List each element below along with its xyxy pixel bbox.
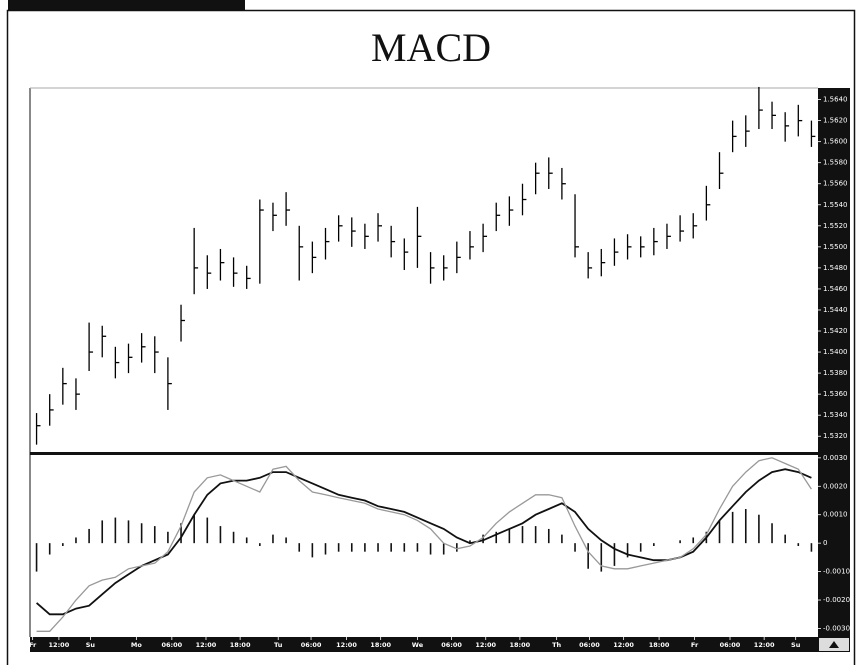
y-tick-label: 0.0020 [823,482,848,490]
x-tick-label: 12:00 [475,641,496,649]
y-tick-label: 0.0010 [823,511,848,519]
x-tick-label: 18:00 [649,641,670,649]
macd-line [36,468,812,616]
frame [6,9,856,665]
y-tick-label: 1.5480 [823,264,848,272]
y-tick-label: 1.5420 [823,327,848,335]
x-tick-label: Th [552,641,561,649]
x-tick-label: 18:00 [370,641,391,649]
x-tick-label: 12:00 [196,641,217,649]
x-tick-label: Tu [274,641,283,649]
y-tick-label: -0.0030 [823,624,850,632]
y-tick-label: 1.5620 [823,117,848,125]
x-tick-label: Su [791,641,801,649]
x-tick-label: 12:00 [613,641,634,649]
y-tick-label: -0.0010 [823,568,850,576]
x-tick-label: Fr [29,641,37,649]
y-tick-label: 0.0030 [823,454,848,462]
x-tick-label: 06:00 [579,641,600,649]
x-tick-label: 06:00 [161,641,182,649]
x-tick-label: Su [86,641,96,649]
y-tick-label: 1.5560 [823,180,848,188]
y-tick-label: 1.5540 [823,201,848,209]
y-tick-label: 1.5460 [823,285,848,293]
y-tick-label: 1.5320 [823,432,848,440]
x-tick-label: 06:00 [441,641,462,649]
y-tick-label: 1.5400 [823,348,848,356]
macd-line [36,457,812,632]
y-tick-label: 1.5360 [823,390,848,398]
y-tick-label: -0.0020 [823,596,850,604]
x-tick-label: 12:00 [754,641,775,649]
x-tick-label: 18:00 [510,641,531,649]
right-axis-strip [818,88,850,637]
x-tick-label: We [412,641,424,649]
y-tick-label: 1.5600 [823,138,848,146]
banner [8,0,245,10]
y-tick-label: 1.5440 [823,306,848,314]
x-tick-label: 06:00 [720,641,741,649]
scroll-icon [829,641,839,648]
x-tick-label: 12:00 [336,641,357,649]
x-tick-label: Mo [131,641,142,649]
y-tick-label: 1.5340 [823,411,848,419]
x-tick-label: 18:00 [230,641,251,649]
y-tick-label: 1.5640 [823,96,848,104]
y-tick-label: 1.5580 [823,159,848,167]
chart-title: MACD [371,25,491,70]
x-tick-label: Fr [691,641,699,649]
y-tick-label: 1.5520 [823,222,848,230]
x-tick-label: 06:00 [301,641,322,649]
x-tick-label: 12:00 [49,641,70,649]
y-tick-label: 0 [823,539,827,547]
y-tick-label: 1.5500 [823,243,848,251]
x-axis-strip [30,637,850,652]
y-tick-label: 1.5380 [823,369,848,377]
